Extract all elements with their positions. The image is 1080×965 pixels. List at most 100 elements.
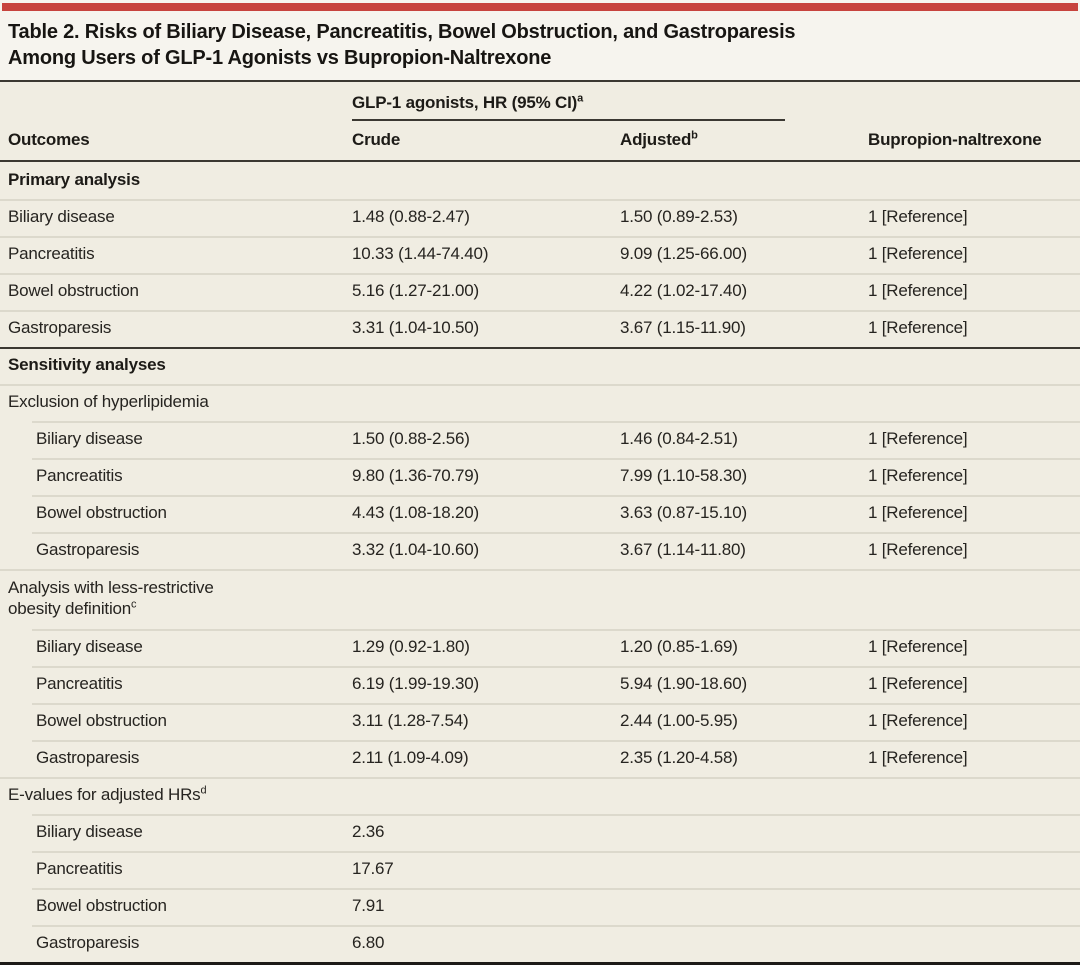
adjusted-value: 3.67 (1.15-11.90) [620,318,746,337]
subsection-row-e-values: E-values for adjusted HRsd [0,777,1080,814]
adjusted-value: 3.63 (0.87-15.10) [620,503,748,522]
table-row: Biliary disease 2.36 [0,814,1080,851]
table-row: Gastroparesis 6.80 [0,925,1080,962]
outcome-label: Pancreatitis [36,466,123,485]
column-header-adjusted-label: Adjusted [620,130,692,149]
table-title-line1: Table 2. Risks of Biliary Disease, Pancr… [8,21,796,43]
table-row: Biliary disease 1.50 (0.88-2.56) 1.46 (0… [0,421,1080,458]
outcome-label: Gastroparesis [8,318,112,337]
table-row: Gastroparesis 3.32 (1.04-10.60) 3.67 (1.… [0,532,1080,569]
adjusted-value: 9.09 (1.25-66.00) [620,244,748,263]
table-row: Bowel obstruction 4.43 (1.08-18.20) 3.63… [0,495,1080,532]
column-header-crude: Crude [352,130,401,149]
outcome-label: Biliary disease [36,637,143,656]
crude-value: 1.29 (0.92-1.80) [352,637,470,656]
column-group-glp1: GLP-1 agonists, HR (95% CI)a [352,93,785,121]
table-row: Pancreatitis 17.67 [0,851,1080,888]
crude-value: 3.31 (1.04-10.50) [352,318,480,337]
reference-value: 1 [Reference] [868,637,968,656]
table-row: Biliary disease 1.48 (0.88-2.47) 1.50 (0… [0,199,1080,236]
reference-value: 1 [Reference] [868,318,968,337]
reference-value: 1 [Reference] [868,244,968,263]
section-row-primary-analysis: Primary analysis [0,162,1080,199]
column-group-label: GLP-1 agonists, HR (95% CI) [352,93,578,112]
crude-value: 4.43 (1.08-18.20) [352,503,480,522]
reference-value [868,822,1080,841]
outcome-label: Bowel obstruction [36,711,167,730]
table-title-line2: Among Users of GLP-1 Agonists vs Bupropi… [8,47,552,69]
crude-value: 17.67 [352,859,394,878]
adjusted-value [620,822,868,841]
crude-value: 2.11 (1.09-4.09) [352,748,469,767]
reference-value: 1 [Reference] [868,674,968,693]
crude-value: 9.80 (1.36-70.79) [352,466,480,485]
outcome-label: Biliary disease [8,207,115,226]
table-row: Pancreatitis 6.19 (1.99-19.30) 5.94 (1.9… [0,666,1080,703]
outcome-label: Bowel obstruction [8,281,139,300]
crude-value: 2.36 [352,822,385,841]
crude-value: 10.33 (1.44-74.40) [352,244,489,263]
subsection-row-exclusion-hyperlipidemia: Exclusion of hyperlipidemia [0,384,1080,421]
adjusted-value: 1.46 (0.84-2.51) [620,429,738,448]
section-row-sensitivity-analyses: Sensitivity analyses [0,347,1080,384]
subsection-label: Exclusion of hyperlipidemia [8,392,209,411]
reference-value [868,933,1080,952]
adjusted-value: 2.35 (1.20-4.58) [620,748,738,767]
crude-value: 1.48 (0.88-2.47) [352,207,470,226]
adjusted-value: 1.20 (0.85-1.69) [620,637,738,656]
footnote-marker-b: b [691,129,698,142]
column-header-outcomes: Outcomes [8,130,90,149]
outcome-label: Pancreatitis [36,859,123,878]
reference-value [868,896,1080,915]
adjusted-value: 5.94 (1.90-18.60) [620,674,748,693]
table-row: Biliary disease 1.29 (0.92-1.80) 1.20 (0… [0,629,1080,666]
subsection-label: E-values for adjusted HRsd [0,785,1080,804]
reference-value [868,859,1080,878]
outcome-label: Gastroparesis [36,540,140,559]
crude-value: 3.32 (1.04-10.60) [352,540,480,559]
outcome-label: Gastroparesis [36,748,140,767]
table-row: Gastroparesis 3.31 (1.04-10.50) 3.67 (1.… [0,310,1080,347]
reference-value: 1 [Reference] [868,281,968,300]
column-header-row: Outcomes Crude Adjustedb Bupropion-naltr… [0,121,1080,160]
subsection-label-line1: Analysis with less-restrictive [8,578,214,597]
adjusted-value [620,933,868,952]
section-label: Sensitivity analyses [8,355,166,374]
table-row: Bowel obstruction 7.91 [0,888,1080,925]
crude-value: 6.19 (1.99-19.30) [352,674,480,693]
adjusted-value: 3.67 (1.14-11.80) [620,540,746,559]
reference-value: 1 [Reference] [868,429,968,448]
outcome-label: Bowel obstruction [36,896,167,915]
column-header-adjusted: Adjustedb [620,130,868,150]
crude-value: 5.16 (1.27-21.00) [352,281,480,300]
footnote-marker-d: d [200,784,207,797]
outcome-label: Biliary disease [36,429,143,448]
footnote-marker-c: c [131,598,137,611]
crude-value: 3.11 (1.28-7.54) [352,711,469,730]
footnote-marker-a: a [577,92,584,105]
table-row: Bowel obstruction 5.16 (1.27-21.00) 4.22… [0,273,1080,310]
subsection-label-line2: obesity definition [8,599,132,618]
table-row: Bowel obstruction 3.11 (1.28-7.54) 2.44 … [0,703,1080,740]
subsection-row-less-restrictive-obesity: Analysis with less-restrictive obesity d… [0,569,1080,629]
adjusted-value: 1.50 (0.89-2.53) [620,207,738,226]
reference-value: 1 [Reference] [868,748,968,767]
results-table: GLP-1 agonists, HR (95% CI)a Outcomes Cr… [0,80,1080,965]
adjusted-value: 4.22 (1.02-17.40) [620,281,748,300]
outcome-label: Biliary disease [36,822,143,841]
crude-value: 1.50 (0.88-2.56) [352,429,470,448]
table-row: Pancreatitis 10.33 (1.44-74.40) 9.09 (1.… [0,236,1080,273]
reference-value: 1 [Reference] [868,503,968,522]
reference-value: 1 [Reference] [868,540,968,559]
table-title: Table 2. Risks of Biliary Disease, Pancr… [0,11,1080,80]
outcome-label: Bowel obstruction [36,503,167,522]
reference-value: 1 [Reference] [868,207,968,226]
section-label: Primary analysis [8,170,140,189]
outcome-label: Gastroparesis [36,933,140,952]
accent-bar [2,3,1078,11]
subsection-label-text: E-values for adjusted HRs [8,785,201,804]
subsection-label: Analysis with less-restrictive obesity d… [0,577,1080,619]
outcome-label: Pancreatitis [8,244,95,263]
adjusted-value: 2.44 (1.00-5.95) [620,711,738,730]
table-row: Pancreatitis 9.80 (1.36-70.79) 7.99 (1.1… [0,458,1080,495]
